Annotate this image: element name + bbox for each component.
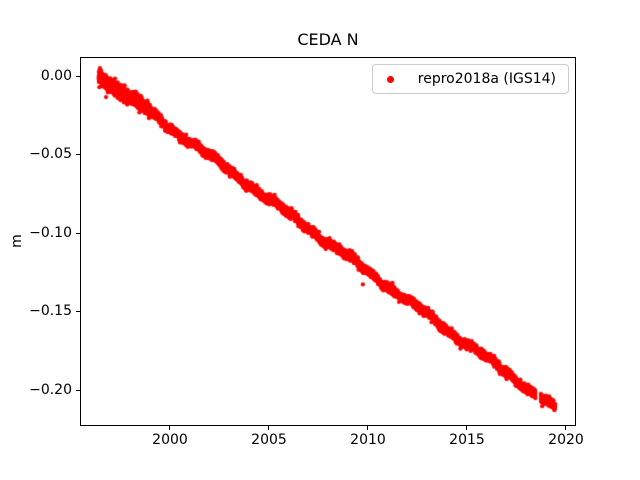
- y-tick-label: 0.00: [40, 68, 72, 84]
- x-tick-label: 2005: [251, 432, 287, 448]
- y-tick-label: −0.05: [29, 146, 72, 162]
- x-tick-mark: [169, 426, 170, 430]
- x-tick-mark: [367, 426, 368, 430]
- x-tick-label: 2020: [548, 432, 584, 448]
- x-tick-mark: [268, 426, 269, 430]
- y-tick-mark: [76, 233, 80, 234]
- legend-marker-icon: [386, 75, 394, 83]
- y-tick-mark: [76, 311, 80, 312]
- x-tick-label: 2015: [449, 432, 485, 448]
- legend-label: repro2018a (IGS14): [417, 71, 556, 87]
- y-tick-label: −0.10: [29, 225, 72, 241]
- chart-title: CEDA N: [297, 30, 359, 49]
- y-tick-mark: [76, 390, 80, 391]
- plot-area: repro2018a (IGS14): [80, 57, 576, 426]
- scatter-series-canvas: [81, 58, 575, 425]
- x-tick-label: 2010: [350, 432, 386, 448]
- legend: repro2018a (IGS14): [371, 64, 569, 94]
- x-tick-mark: [565, 426, 566, 430]
- x-tick-mark: [466, 426, 467, 430]
- y-tick-mark: [76, 76, 80, 77]
- x-tick-label: 2000: [152, 432, 188, 448]
- y-tick-mark: [76, 154, 80, 155]
- y-tick-label: −0.20: [29, 382, 72, 398]
- y-tick-label: −0.15: [29, 303, 72, 319]
